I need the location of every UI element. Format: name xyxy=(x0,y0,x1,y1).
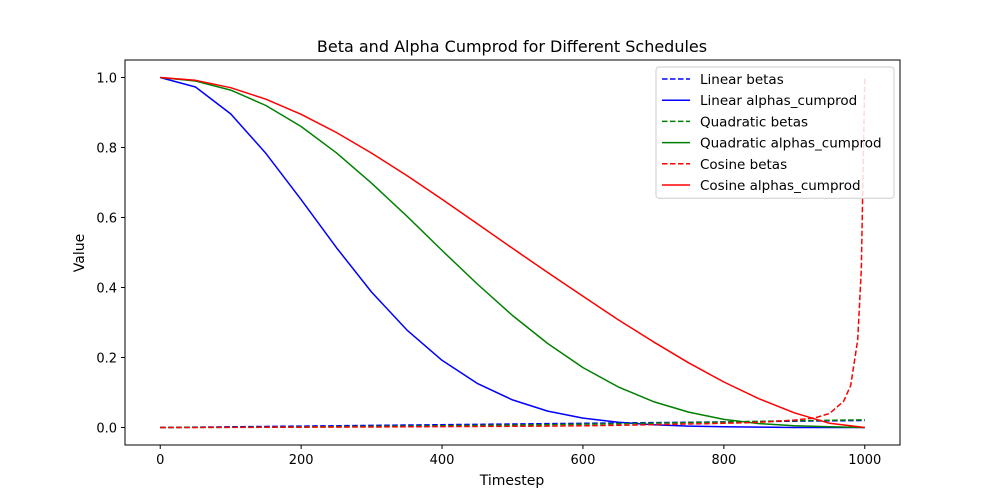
x-tick-label: 1000 xyxy=(848,453,881,468)
chart-title: Beta and Alpha Cumprod for Different Sch… xyxy=(317,37,707,56)
series-line-linear-alphas-cumprod xyxy=(160,76,865,429)
y-tick-label: 0.0 xyxy=(96,422,117,437)
legend-label: Cosine alphas_cumprod xyxy=(700,178,861,194)
x-tick-label: 400 xyxy=(430,453,455,468)
x-axis-label: Timestep xyxy=(479,473,545,489)
x-tick-label: 200 xyxy=(289,453,314,468)
y-tick-label: 0.2 xyxy=(96,352,117,367)
y-tick-label: 0.6 xyxy=(96,212,117,227)
x-tick-label: 800 xyxy=(711,453,736,468)
y-tick-label: 0.8 xyxy=(96,142,117,157)
legend-label: Quadratic alphas_cumprod xyxy=(700,136,882,152)
series-line-cosine-betas xyxy=(160,77,866,429)
legend: Linear betas Linear alphas_cumprod Quadrat… xyxy=(655,66,895,199)
legend-label: Linear alphas_cumprod xyxy=(700,93,857,109)
ticks-layer: 0 200 400 600 800 1000 0.0 0.2 0.4 0.6 0.8 1.0 xyxy=(96,72,881,469)
plot-frame xyxy=(124,59,901,446)
legend-label: Cosine betas xyxy=(700,157,787,173)
series-layer xyxy=(160,76,866,429)
legend-label: Quadratic betas xyxy=(700,114,808,130)
series-line-cosine-alphas-cumprod xyxy=(160,76,865,429)
y-axis-label: Value xyxy=(72,234,88,272)
x-tick-label: 0 xyxy=(156,453,164,468)
y-tick-label: 1.0 xyxy=(96,72,117,87)
legend-box xyxy=(655,66,895,199)
legend-label: Linear betas xyxy=(700,72,784,88)
x-tick-label: 600 xyxy=(571,453,596,468)
y-tick-label: 0.4 xyxy=(96,282,117,297)
